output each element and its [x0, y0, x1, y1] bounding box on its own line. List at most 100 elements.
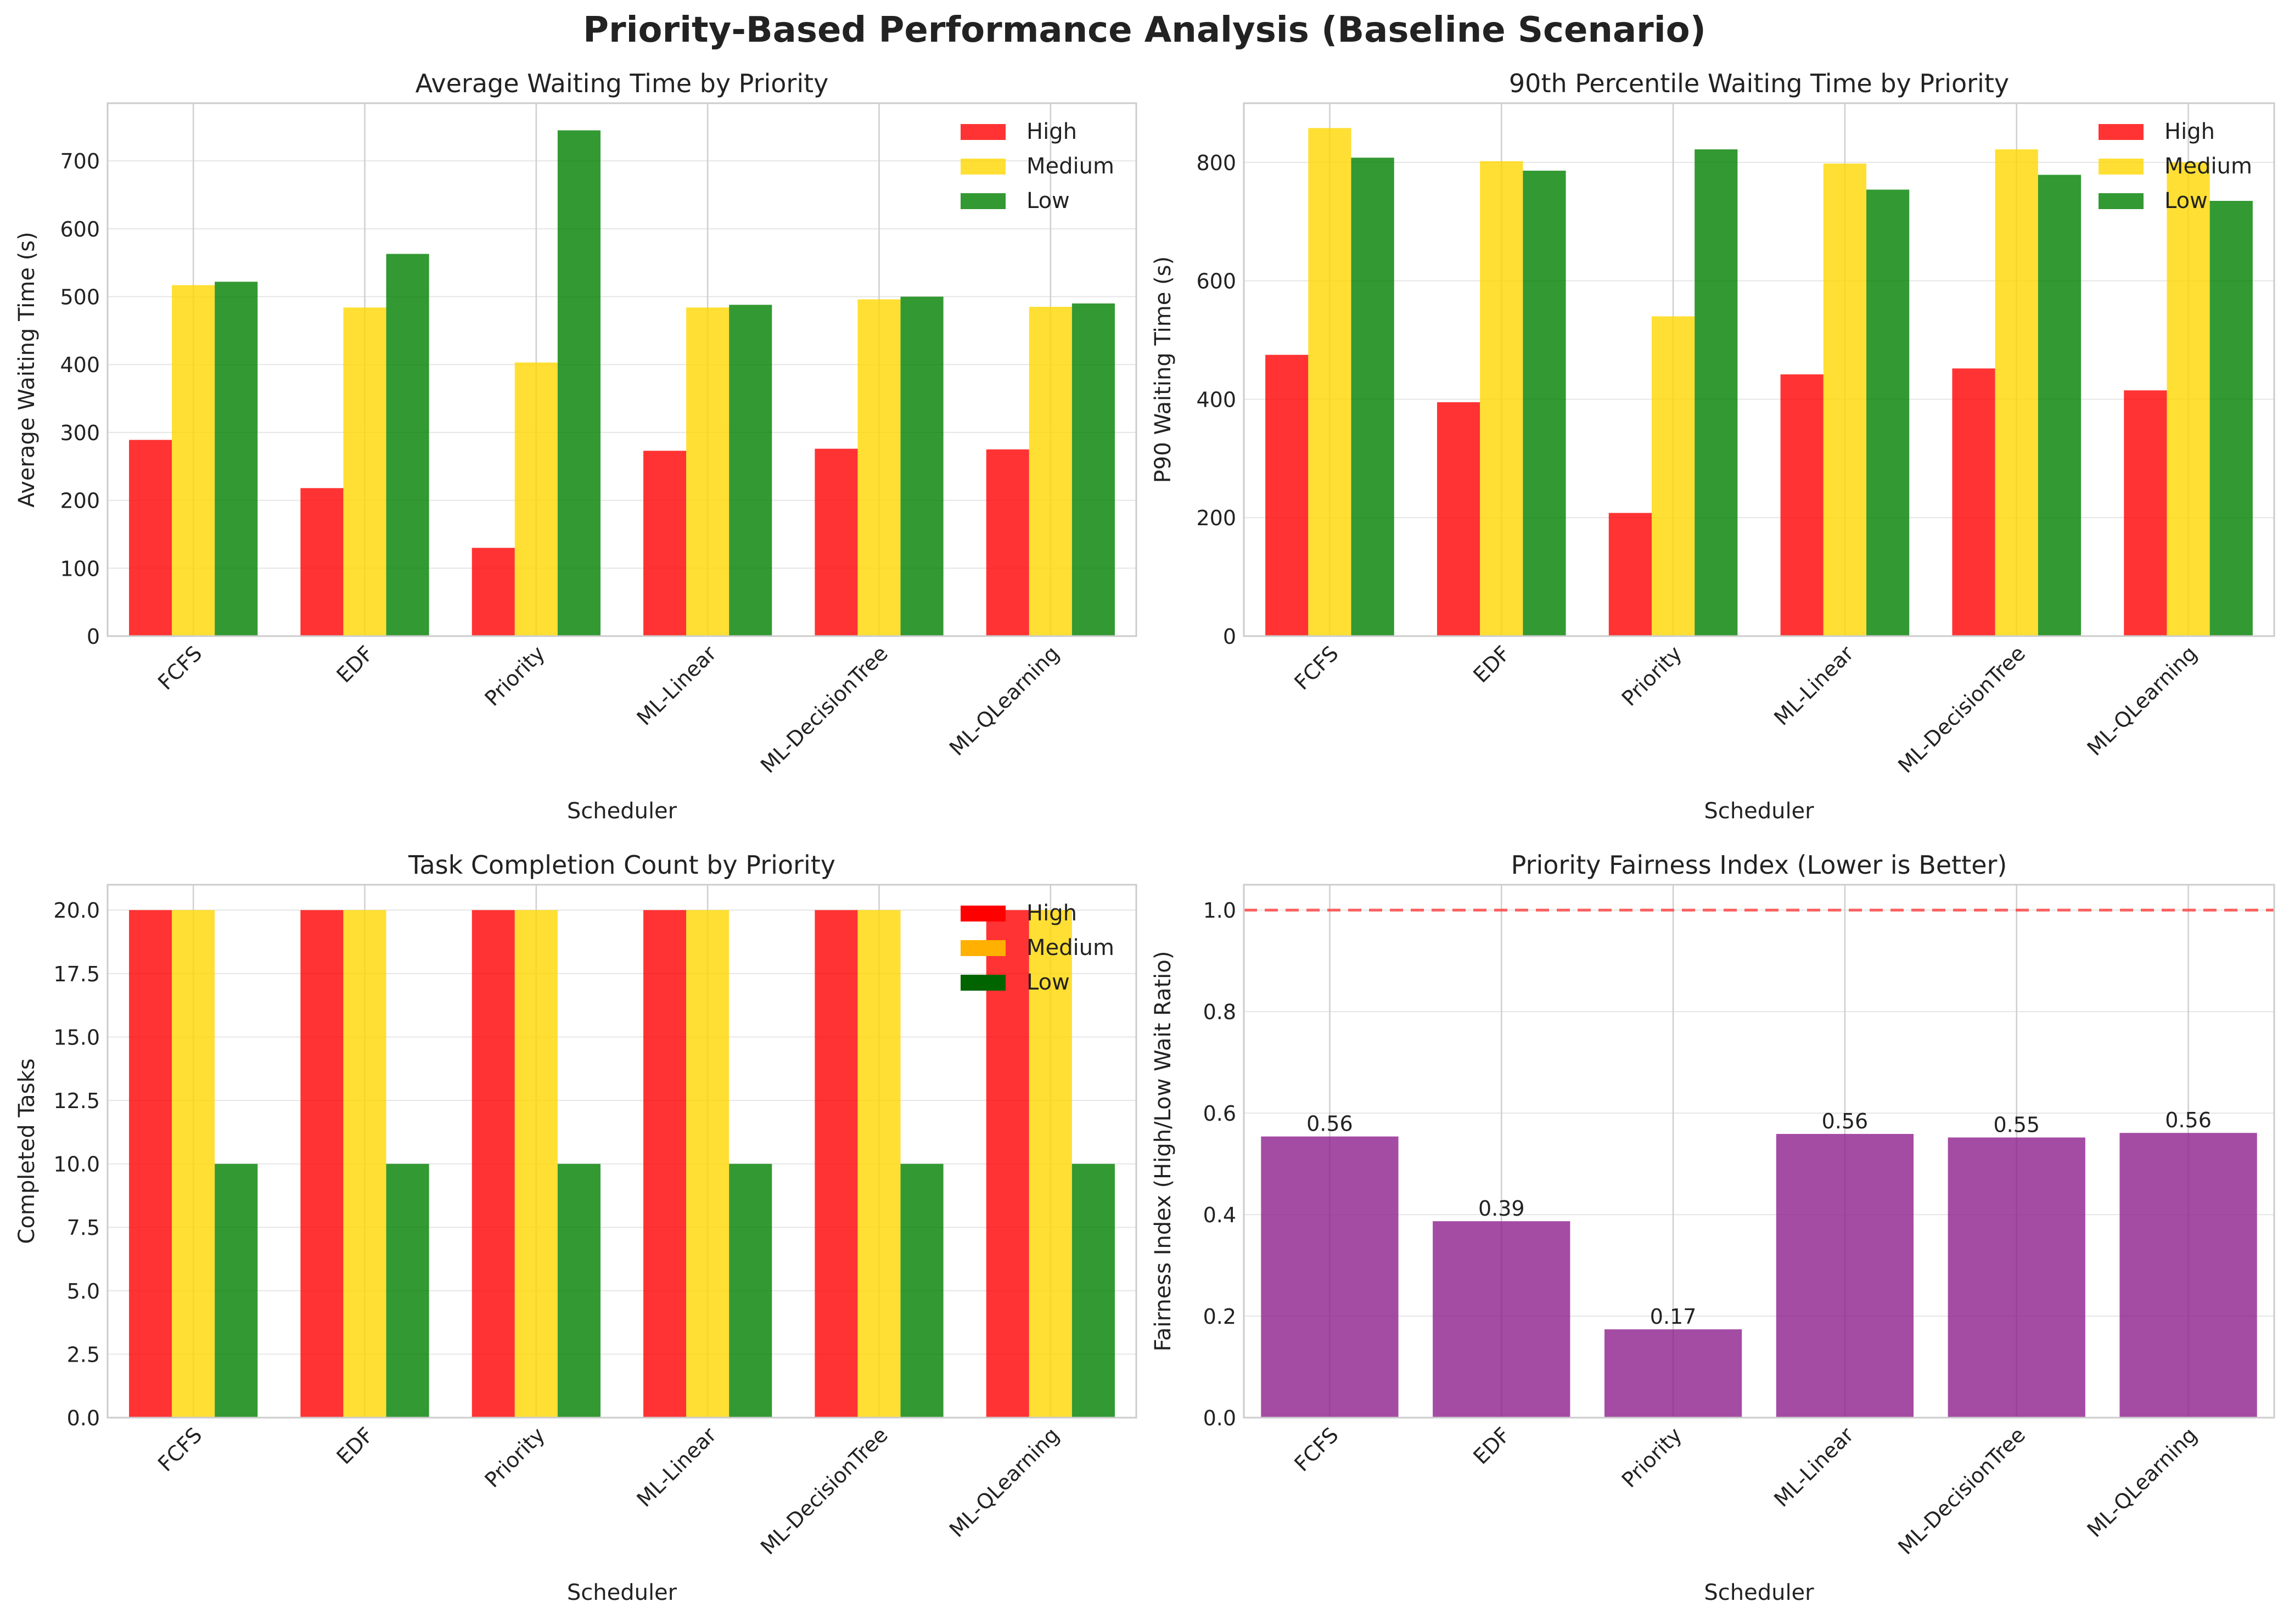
y-tick-label: 12.5: [53, 1089, 100, 1113]
bar-high-ml-decisiontree: [1952, 368, 1995, 636]
y-axis-label: Average Waiting Time (s): [14, 232, 40, 508]
x-tick-label-ml-qlearning: ML-QLearning: [2083, 641, 2202, 760]
x-tick-label-priority: Priority: [480, 641, 549, 711]
bar-medium-fcfs: [1308, 128, 1351, 636]
legend-label-low: Low: [1026, 970, 1070, 995]
y-tick-label: 600: [60, 217, 100, 241]
bar-medium-edf: [1480, 161, 1523, 637]
bar-medium-ml-qlearning: [1029, 307, 1072, 636]
bar-low-fcfs: [215, 282, 258, 636]
legend-label-medium: Medium: [1026, 935, 1114, 960]
legend-swatch-medium: [961, 159, 1006, 175]
bar-high-ml-linear: [643, 910, 687, 1418]
x-tick-label-priority: Priority: [480, 1423, 549, 1492]
y-tick-label: 0.0: [67, 1406, 100, 1430]
y-tick-label: 17.5: [53, 962, 100, 986]
y-tick-label: 100: [60, 557, 100, 581]
bar-low-edf: [386, 254, 429, 636]
bar-low-edf: [386, 1164, 429, 1418]
x-tick-label-fcfs: FCFS: [153, 1423, 206, 1476]
panel-title: 90th Percentile Waiting Time by Priority: [1509, 69, 2009, 98]
x-tick-label-ml-linear: ML-Linear: [1769, 641, 1858, 730]
y-tick-label: 0.6: [1203, 1102, 1236, 1126]
panel-1: 0 100 200 300 400 500 600 700 FCFS EDF Priority ML-…: [14, 69, 1137, 824]
bar-low-priority: [557, 1164, 601, 1418]
y-tick-label: 15.0: [53, 1025, 100, 1049]
bar-low-ml-qlearning: [1071, 303, 1115, 636]
x-tick-label-priority: Priority: [1617, 641, 1687, 711]
legend-swatch-low: [2099, 193, 2144, 209]
bar-medium-priority: [514, 362, 558, 636]
data-label-fcfs: 0.56: [1306, 1112, 1353, 1136]
bar-low-ml-linear: [729, 1164, 772, 1418]
bar-high-edf: [300, 488, 344, 636]
figure-suptitle: Priority-Based Performance Analysis (Bas…: [583, 10, 1706, 50]
data-label-edf: 0.39: [1478, 1196, 1525, 1221]
bar-medium-priority: [1651, 316, 1695, 636]
bar-medium-ml-decisiontree: [1995, 149, 2038, 636]
x-axis-label: Scheduler: [567, 1580, 677, 1605]
legend-label-low: Low: [2164, 188, 2208, 213]
bar-medium-ml-linear: [686, 910, 730, 1418]
bar-medium-edf: [343, 307, 386, 636]
panel-4: 0.56 0.39 0.17 0.56 0.55 0.56 0.0 0.2 0.4 0.6 0.8 1…: [1151, 850, 2275, 1605]
x-tick-label-edf: EDF: [1468, 1423, 1514, 1469]
panel-title: Priority Fairness Index (Lower is Better…: [1511, 850, 2007, 880]
axes-frame: [1243, 884, 2275, 1419]
bar-medium-fcfs: [172, 285, 215, 636]
x-tick-label-ml-qlearning: ML-QLearning: [2083, 1423, 2202, 1542]
bar-value-fcfs: [1261, 1136, 1399, 1418]
x-tick-label-fcfs: FCFS: [153, 641, 206, 694]
panel-2: 0 200 400 600 800 FCFS EDF Priority ML-Linear ML-…: [1151, 69, 2275, 824]
axes-frame: [106, 884, 1137, 1419]
legend-swatch-high: [2099, 124, 2144, 140]
bar-medium-ml-linear: [1823, 164, 1867, 637]
y-tick-label: 500: [60, 285, 100, 310]
x-tick-label-ml-linear: ML-Linear: [632, 1423, 721, 1511]
bar-value-ml-linear: [1776, 1134, 1914, 1418]
y-tick-label: 0.0: [1203, 1406, 1236, 1430]
bar-high-fcfs: [129, 440, 172, 636]
y-tick-label: 10.0: [53, 1153, 100, 1177]
x-tick-label-ml-linear: ML-Linear: [632, 641, 721, 730]
bar-low-ml-decisiontree: [900, 1164, 944, 1418]
y-tick-label: 7.5: [67, 1216, 100, 1240]
bar-high-edf: [1437, 402, 1480, 636]
bar-medium-priority: [514, 910, 558, 1418]
legend-swatch-high: [961, 906, 1006, 921]
bar-low-ml-decisiontree: [2038, 175, 2082, 637]
x-axis-label: Scheduler: [1704, 799, 1814, 824]
y-axis-label: Fairness Index (High/Low Wait Ratio): [1151, 951, 1176, 1352]
bar-high-ml-qlearning: [2124, 390, 2167, 636]
y-tick-label: 0.2: [1203, 1305, 1236, 1329]
x-tick-label-edf: EDF: [1468, 641, 1514, 687]
bar-low-fcfs: [1351, 158, 1394, 636]
data-label-priority: 0.17: [1650, 1305, 1697, 1329]
bar-high-priority: [472, 910, 515, 1418]
legend-swatch-medium: [961, 940, 1006, 956]
legend-label-high: High: [2164, 119, 2215, 144]
legend-label-medium: Medium: [2164, 154, 2252, 179]
x-tick-label-ml-qlearning: ML-QLearning: [945, 641, 1064, 760]
bar-medium-ml-decisiontree: [857, 910, 901, 1418]
bar-high-ml-linear: [643, 451, 687, 636]
x-tick-label-ml-decisiontree: ML-DecisionTree: [756, 641, 893, 778]
bar-high-ml-decisiontree: [815, 448, 858, 636]
y-tick-label: 2.5: [67, 1342, 100, 1367]
legend-label-medium: Medium: [1026, 154, 1114, 179]
bar-low-ml-qlearning: [1071, 1164, 1115, 1418]
legend-label-low: Low: [1026, 188, 1070, 213]
y-tick-label: 0: [87, 625, 100, 649]
x-tick-label-fcfs: FCFS: [1289, 641, 1343, 694]
legend-swatch-low: [961, 193, 1006, 209]
bar-value-ml-decisiontree: [1948, 1137, 2085, 1418]
bar-medium-ml-decisiontree: [857, 299, 901, 636]
bar-low-edf: [1523, 170, 1566, 636]
x-tick-label-ml-decisiontree: ML-DecisionTree: [1893, 1423, 2030, 1559]
data-label-ml-decisiontree: 0.55: [1993, 1113, 2040, 1137]
x-tick-label-priority: Priority: [1617, 1423, 1687, 1492]
bar-medium-edf: [343, 910, 386, 1418]
legend-label-high: High: [1026, 901, 1077, 926]
